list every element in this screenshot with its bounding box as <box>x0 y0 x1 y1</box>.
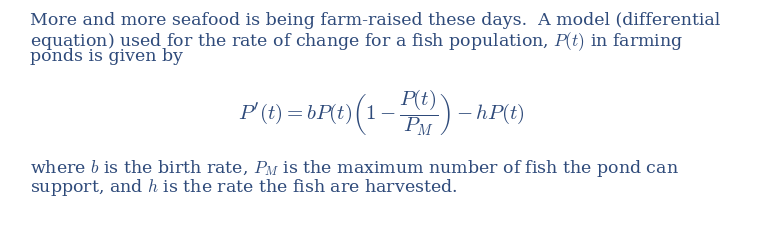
Text: equation) used for the rate of change for a fish population, $P(t)$ in farming: equation) used for the rate of change fo… <box>30 30 684 53</box>
Text: where $b$ is the birth rate, $P_M$ is the maximum number of fish the pond can: where $b$ is the birth rate, $P_M$ is th… <box>30 158 679 179</box>
Text: support, and $h$ is the rate the fish are harvested.: support, and $h$ is the rate the fish ar… <box>30 177 457 198</box>
Text: ponds is given by: ponds is given by <box>30 48 183 65</box>
Text: $P^{\prime}(t) = bP(t)\left(1 - \dfrac{P(t)}{P_M}\right) - hP(t)$: $P^{\prime}(t) = bP(t)\left(1 - \dfrac{P… <box>238 88 524 138</box>
Text: More and more seafood is being farm-raised these days.  A model (differential: More and more seafood is being farm-rais… <box>30 12 720 29</box>
